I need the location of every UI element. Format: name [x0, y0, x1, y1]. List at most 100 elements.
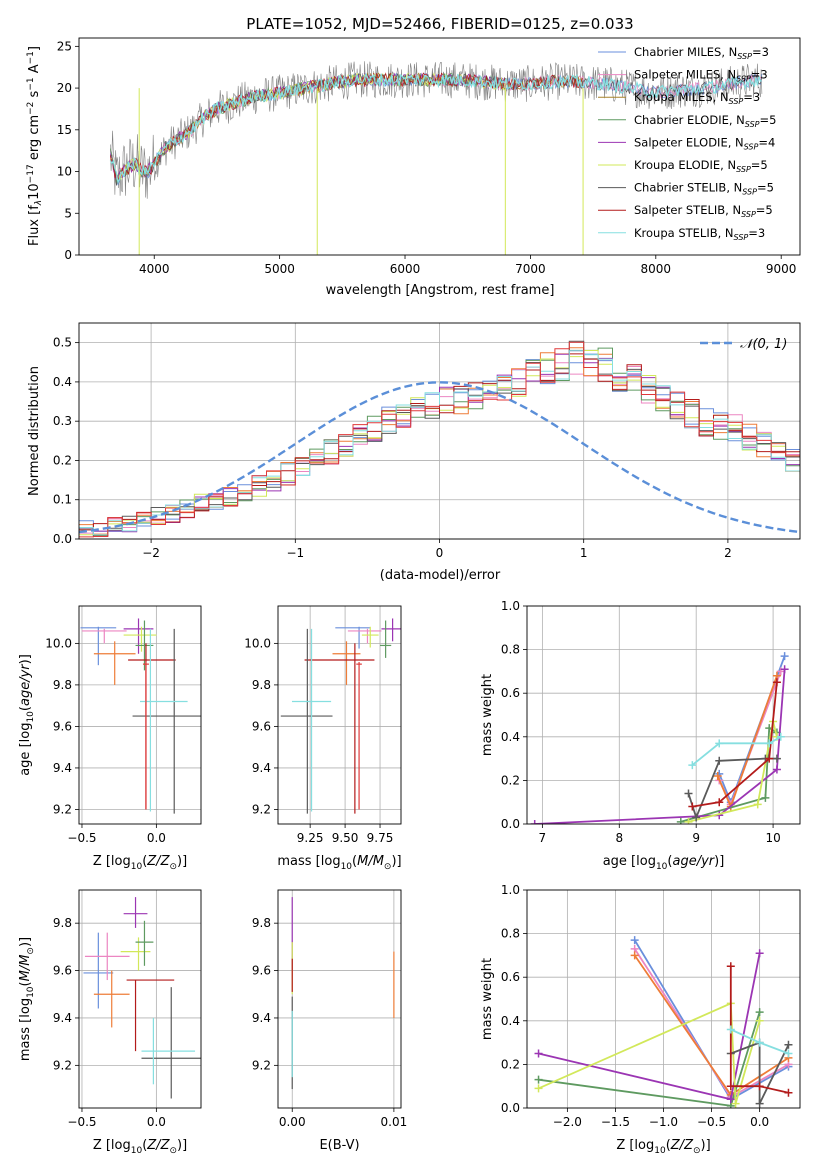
- y-axis-label: Normed distribution: [27, 366, 42, 496]
- y-tick-label: 0.8: [501, 643, 520, 657]
- y-tick-label: 0.4: [501, 1014, 520, 1028]
- y-axis-label: mass weight: [480, 674, 495, 756]
- y-tick-label: 0.8: [501, 927, 520, 941]
- x-tick-label: 0: [436, 546, 444, 560]
- age-vs-mass-panel: 9.25 9.50 9.75 9.2 9.4 9.6 9.8 10.0 mass [log10(…: [244, 605, 402, 872]
- weight-line-salpeter_stelib: [692, 682, 778, 808]
- weight-marker: [755, 1099, 764, 1108]
- axes-frame: [78, 889, 202, 1109]
- y-tick-label: 9.2: [53, 1058, 72, 1072]
- weight-line-kroupa_stelib: [691, 736, 782, 766]
- x-tick-label: 6000: [390, 262, 421, 276]
- y-tick-label: 0.6: [501, 970, 520, 984]
- x-tick-label: 5000: [264, 262, 295, 276]
- weight-marker: [684, 789, 693, 798]
- y-tick-label: 1.0: [501, 883, 520, 897]
- spectrum-lines: [109, 61, 763, 255]
- y-tick-label: 0.0: [501, 1101, 520, 1115]
- spectrum-legend: Chabrier MILES, NSSP=3 Salpeter MILES, NS…: [598, 45, 776, 242]
- weight-line-chabrier_elodie: [680, 726, 778, 823]
- x-tick-label: 9: [692, 831, 700, 845]
- errorbars: [280, 618, 401, 814]
- weight-marker: [726, 1095, 735, 1104]
- y-tick-label: 0.0: [53, 532, 72, 546]
- weight-marker: [630, 936, 639, 945]
- weight-marker: [755, 949, 764, 958]
- weight-marker: [755, 1016, 764, 1025]
- weight-marker: [753, 800, 762, 809]
- x-tick-label: 8000: [641, 262, 672, 276]
- axes-frame: [78, 605, 202, 825]
- legend-label: Salpeter MILES, NSSP=3: [634, 68, 768, 84]
- y-tick-label: 9.2: [252, 802, 271, 816]
- weight-marker: [784, 1088, 793, 1097]
- hist-series-red: [79, 341, 800, 538]
- y-tick-label: 10.0: [45, 636, 72, 650]
- x-tick-label: 9.75: [367, 831, 394, 845]
- y-tick-label: 15: [57, 123, 72, 137]
- y-tick-label: 9.6: [53, 719, 72, 733]
- x-tick-label: −0.5: [697, 1115, 726, 1129]
- weight-line-chabrier_stelib: [730, 1041, 790, 1104]
- errorbars: [291, 897, 395, 1090]
- weight-marker: [761, 793, 770, 802]
- x-axis-label: wavelength [Angstrom, rest frame]: [326, 283, 555, 298]
- y-tick-label: 0.5: [53, 336, 72, 350]
- weight-marker: [765, 739, 774, 748]
- legend-label: Chabrier STELIB, NSSP=5: [634, 181, 774, 197]
- x-tick-label: 9.25: [297, 831, 324, 845]
- y-tick-label: 9.8: [53, 678, 72, 692]
- y-tick-label: 0.4: [53, 375, 72, 389]
- figure-title: PLATE=1052, MJD=52466, FIBERID=0125, z=0…: [246, 15, 633, 33]
- model-spectrum-kroupa_stelib: [109, 72, 762, 184]
- y-tick-label: 9.6: [252, 964, 271, 978]
- weight-lines: [530, 652, 789, 824]
- y-tick-label: 1.0: [501, 599, 520, 613]
- y-tick-label: 5: [64, 206, 72, 220]
- axes-frame: [277, 889, 402, 1109]
- weight-marker: [534, 1049, 543, 1058]
- weight-marker: [713, 772, 722, 781]
- weight-marker: [534, 1084, 543, 1093]
- x-tick-label: 10: [765, 831, 780, 845]
- y-tick-label: 0: [64, 248, 72, 262]
- weight-marker: [780, 652, 789, 661]
- weight-marker: [776, 732, 785, 741]
- y-tick-label: 9.4: [53, 761, 72, 775]
- y-tick-label: 0.2: [53, 453, 72, 467]
- weight-line-salpeter_elodie: [534, 669, 786, 824]
- massweight-vs-age-panel: 7 8 9 10 0.0 0.2 0.4 0.6 0.8 1.0 age [log10(age/yr…: [480, 599, 801, 872]
- weight-marker: [530, 820, 539, 824]
- weight-marker: [684, 817, 693, 824]
- x-tick-label: 2: [724, 546, 732, 560]
- legend-label: Salpeter STELIB, NSSP=5: [634, 203, 773, 219]
- weight-marker: [534, 1075, 543, 1084]
- massweight-vs-z-panel: −2.0 −1.5 −1.0 −0.5 0.0 0.0 0.2 0.4 0.6 0.8 1.0 Z […: [480, 883, 801, 1156]
- x-axis-label: Z [log10(Z/Z⊙)]: [93, 854, 187, 872]
- weight-marker: [784, 1040, 793, 1049]
- y-tick-label: 9.6: [252, 719, 271, 733]
- legend-label: Kroupa ELODIE, NSSP=5: [634, 158, 768, 174]
- x-tick-label: 0.0: [147, 831, 166, 845]
- x-axis-label: age [log10(age/yr)]: [603, 854, 725, 872]
- weight-marker: [688, 802, 697, 811]
- y-axis-label: mass [log10(M/M⊙)]: [18, 937, 36, 1061]
- x-axis-label: mass [log10(M/M⊙)]: [277, 854, 401, 872]
- x-tick-label: 0.0: [750, 1115, 769, 1129]
- y-tick-label: 0.0: [501, 817, 520, 831]
- weight-marker: [630, 951, 639, 960]
- spectrum-panel: 4000 5000 6000 7000 8000 9000 0 5 10 15 20 25 Chabri…: [26, 37, 801, 298]
- x-tick-label: 9000: [766, 262, 797, 276]
- y-tick-label: 9.4: [53, 1011, 72, 1025]
- y-tick-label: 0.6: [501, 686, 520, 700]
- legend-label: 𝒩(0, 1): [740, 337, 787, 352]
- weight-marker: [731, 1099, 740, 1108]
- weight-marker: [780, 665, 789, 674]
- x-axis-label: Z [log10(Z/Z⊙)]: [93, 1138, 187, 1156]
- legend-label: Chabrier MILES, NSSP=3: [634, 45, 769, 61]
- y-tick-label: 9.4: [252, 1011, 271, 1025]
- y-axis-label: mass weight: [480, 958, 495, 1040]
- weight-marker: [755, 1008, 764, 1017]
- y-tick-label: 9.8: [53, 916, 72, 930]
- weight-marker: [726, 962, 735, 971]
